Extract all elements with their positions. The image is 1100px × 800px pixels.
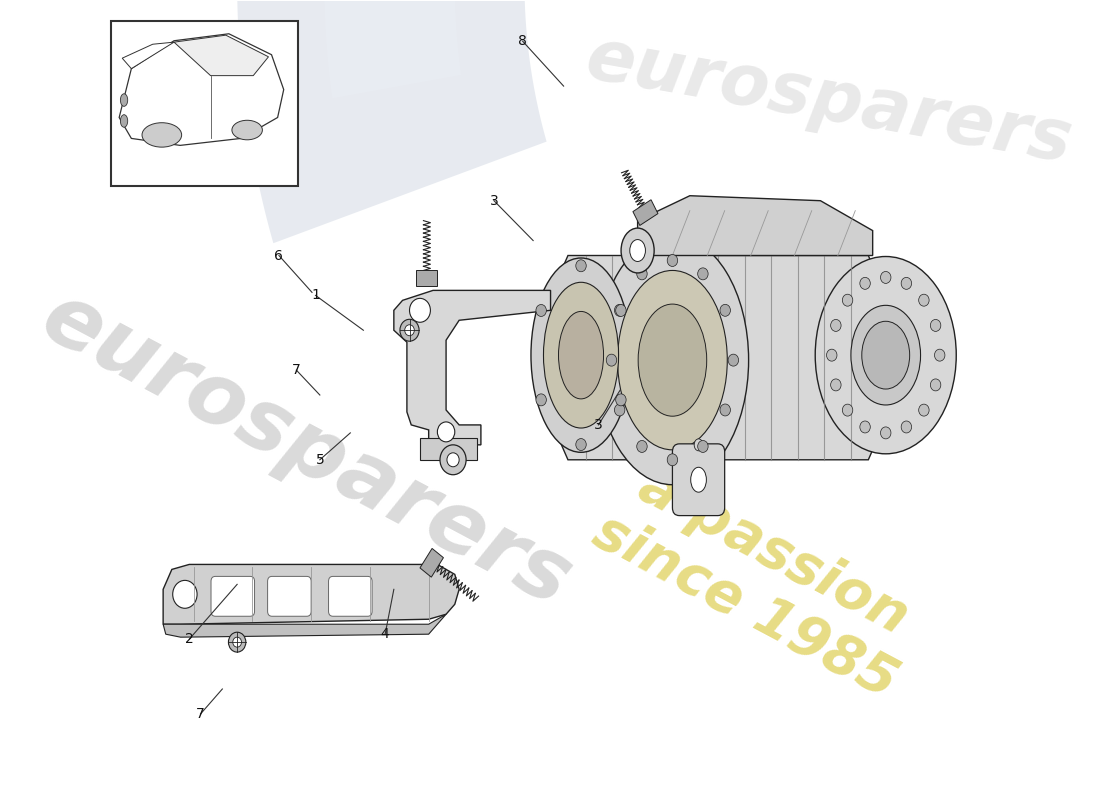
Ellipse shape (531, 258, 631, 452)
Circle shape (668, 254, 678, 266)
Circle shape (843, 404, 852, 416)
Circle shape (843, 294, 852, 306)
Text: eurosparers: eurosparers (581, 24, 1078, 178)
Circle shape (637, 441, 647, 453)
FancyBboxPatch shape (329, 576, 372, 616)
FancyBboxPatch shape (267, 576, 311, 616)
Ellipse shape (120, 94, 128, 106)
Circle shape (697, 441, 708, 453)
Text: 3: 3 (490, 194, 498, 208)
Ellipse shape (630, 239, 646, 262)
Text: 3: 3 (594, 418, 603, 432)
Ellipse shape (851, 306, 921, 405)
Circle shape (935, 349, 945, 361)
Circle shape (901, 421, 912, 433)
Polygon shape (394, 290, 551, 445)
Circle shape (918, 404, 930, 416)
Circle shape (637, 268, 647, 280)
Circle shape (720, 404, 730, 416)
FancyBboxPatch shape (211, 576, 254, 616)
Polygon shape (559, 255, 877, 460)
Circle shape (860, 421, 870, 433)
Circle shape (880, 271, 891, 283)
Circle shape (438, 422, 454, 442)
Polygon shape (417, 270, 438, 286)
Circle shape (405, 325, 415, 336)
Circle shape (826, 349, 837, 361)
Polygon shape (163, 614, 447, 637)
Text: 4: 4 (381, 627, 389, 641)
Circle shape (901, 278, 912, 290)
Circle shape (615, 404, 625, 416)
Ellipse shape (596, 235, 749, 485)
Ellipse shape (559, 311, 604, 399)
Text: 8: 8 (518, 34, 527, 48)
Circle shape (409, 298, 430, 322)
Circle shape (447, 453, 459, 466)
FancyBboxPatch shape (672, 444, 725, 515)
Ellipse shape (691, 467, 706, 492)
Circle shape (173, 580, 197, 608)
Text: eurosparers: eurosparers (29, 275, 585, 624)
Circle shape (931, 319, 940, 331)
Polygon shape (632, 200, 658, 226)
Text: 5: 5 (316, 453, 324, 466)
Circle shape (918, 294, 930, 306)
Circle shape (860, 278, 870, 290)
Text: 7: 7 (292, 363, 300, 377)
FancyBboxPatch shape (420, 438, 476, 460)
Ellipse shape (142, 122, 182, 147)
Text: 1: 1 (311, 288, 320, 302)
Ellipse shape (638, 304, 706, 416)
Circle shape (880, 427, 891, 439)
Circle shape (400, 319, 419, 342)
Circle shape (720, 304, 730, 316)
Ellipse shape (120, 114, 128, 127)
Circle shape (606, 354, 617, 366)
Polygon shape (122, 42, 174, 69)
Ellipse shape (861, 322, 910, 389)
Text: 2: 2 (185, 632, 194, 646)
Circle shape (536, 394, 547, 406)
Text: a passion
since 1985: a passion since 1985 (584, 449, 935, 710)
Polygon shape (324, 0, 895, 98)
Circle shape (830, 319, 842, 331)
Circle shape (575, 260, 586, 272)
Ellipse shape (232, 120, 263, 140)
Circle shape (229, 632, 245, 652)
Ellipse shape (617, 270, 727, 450)
Polygon shape (174, 35, 268, 76)
Circle shape (697, 268, 708, 280)
Circle shape (615, 304, 625, 316)
Circle shape (575, 438, 586, 450)
Bar (111, 22, 298, 186)
Ellipse shape (543, 282, 618, 428)
Circle shape (931, 379, 940, 391)
Circle shape (440, 445, 466, 474)
Polygon shape (238, 0, 948, 243)
Circle shape (830, 379, 842, 391)
Ellipse shape (694, 439, 703, 451)
Polygon shape (119, 34, 284, 146)
Circle shape (728, 354, 738, 366)
Circle shape (668, 454, 678, 466)
Polygon shape (420, 549, 443, 577)
Text: 7: 7 (196, 707, 205, 721)
Ellipse shape (621, 228, 654, 273)
Polygon shape (163, 565, 459, 624)
Ellipse shape (815, 257, 956, 454)
Circle shape (616, 305, 626, 317)
Circle shape (233, 637, 242, 647)
Circle shape (536, 305, 547, 317)
Text: 6: 6 (275, 249, 284, 262)
Circle shape (616, 394, 626, 406)
Polygon shape (638, 196, 872, 255)
